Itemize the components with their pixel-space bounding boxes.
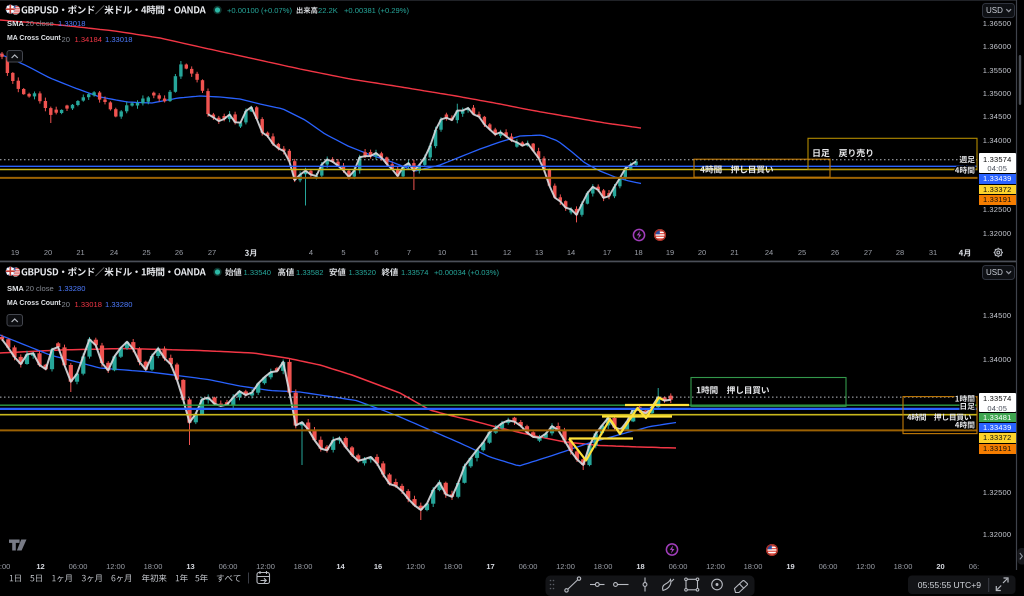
svg-text:05:55:55 UTC+9: 05:55:55 UTC+9 <box>918 580 982 590</box>
